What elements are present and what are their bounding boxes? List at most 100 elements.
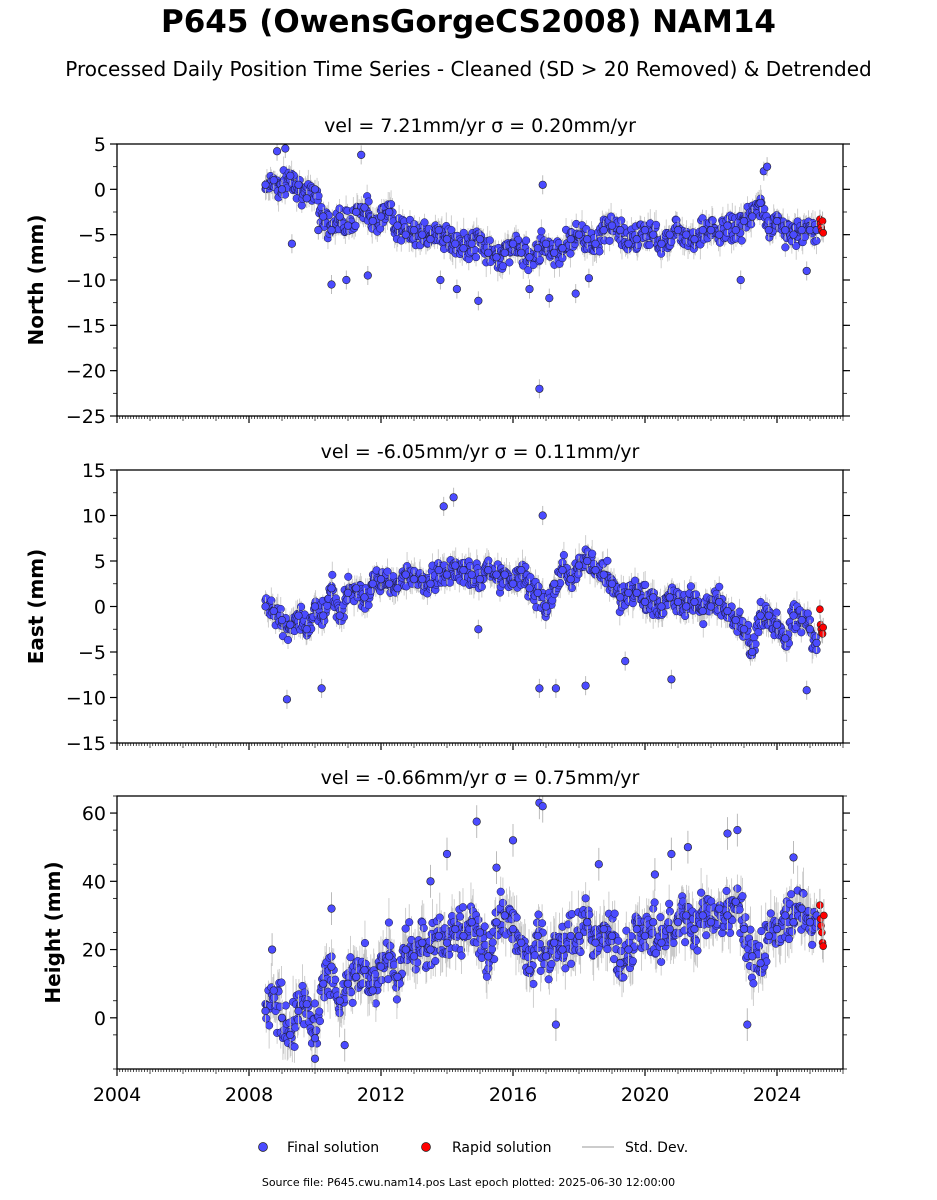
- north-point: [475, 235, 485, 244]
- height-point: [386, 941, 395, 951]
- east-ytick-label: −15: [66, 733, 106, 755]
- north-point: [485, 236, 494, 245]
- north-point: [442, 235, 452, 244]
- north-point: [387, 200, 396, 209]
- north-point: [508, 239, 518, 248]
- east-ytick-label: 10: [82, 506, 106, 528]
- height-plot-area: [261, 796, 828, 1069]
- north-point: [571, 289, 580, 298]
- north-point: [781, 226, 790, 235]
- north-point: [505, 258, 514, 267]
- east-point: [691, 590, 701, 599]
- east-point: [500, 570, 509, 579]
- north-point: [595, 247, 604, 256]
- east-point: [641, 580, 650, 589]
- east-point: [449, 493, 458, 502]
- north-point: [665, 230, 674, 239]
- north-point: [747, 220, 756, 229]
- east-point: [756, 611, 765, 620]
- east-rapid-point: [816, 605, 824, 614]
- east-point: [535, 684, 544, 693]
- east-point: [327, 584, 336, 593]
- east-point: [673, 597, 683, 607]
- north-point: [583, 235, 592, 244]
- north-point: [657, 239, 666, 248]
- north-point: [698, 226, 707, 235]
- east-point: [583, 556, 592, 566]
- east-point: [751, 639, 760, 648]
- east-point: [599, 570, 608, 579]
- east-point: [739, 625, 749, 634]
- north-point: [357, 150, 366, 159]
- east-point: [261, 602, 270, 611]
- north-point: [673, 226, 683, 235]
- north-point: [800, 232, 809, 242]
- east-point: [607, 579, 617, 588]
- north-point: [802, 266, 811, 276]
- height-point: [371, 999, 380, 1008]
- east-point: [616, 593, 625, 602]
- east-point: [317, 684, 326, 693]
- east-panel: 15 10 5 0 −5 −10 −15 East (mm) vel = -6.05mm/yr …: [24, 441, 850, 755]
- east-point: [706, 602, 716, 611]
- east-point: [591, 565, 600, 575]
- east-point: [567, 583, 576, 593]
- north-point: [708, 216, 717, 225]
- east-point: [364, 601, 373, 610]
- east-point: [772, 620, 782, 629]
- east-point: [277, 616, 287, 625]
- north-point: [368, 216, 377, 226]
- north-point: [397, 236, 406, 245]
- north-point: [715, 230, 724, 239]
- north-point: [434, 226, 443, 235]
- chart-subtitle: Processed Daily Position Time Series - C…: [65, 57, 872, 81]
- east-point: [735, 607, 744, 616]
- east-point: [335, 611, 344, 620]
- east-panel-title: vel = -6.05mm/yr σ = 0.11mm/yr: [321, 441, 640, 463]
- east-rapid-point: [818, 629, 827, 638]
- north-point: [294, 180, 303, 189]
- east-point: [439, 502, 448, 511]
- east-point: [682, 602, 691, 611]
- height-point: [277, 978, 286, 987]
- north-point: [498, 261, 507, 271]
- north-point: [566, 249, 575, 258]
- east-point: [401, 570, 410, 579]
- east-point: [286, 620, 295, 629]
- north-point: [471, 253, 481, 262]
- north-ytick-label: −20: [66, 361, 106, 383]
- east-point: [559, 550, 568, 560]
- height-point: [281, 1001, 290, 1010]
- east-point: [434, 565, 443, 575]
- north-point: [393, 221, 402, 230]
- east-point: [269, 606, 278, 616]
- east-point: [621, 656, 630, 666]
- east-point: [517, 565, 526, 575]
- north-point: [599, 226, 608, 235]
- north-point: [335, 212, 344, 221]
- north-plot-area: [261, 144, 828, 399]
- east-point: [802, 686, 811, 695]
- north-point: [459, 244, 468, 253]
- height-point: [392, 995, 401, 1004]
- north-point: [535, 384, 544, 393]
- east-point: [426, 579, 435, 588]
- east-point: [302, 625, 311, 634]
- north-point: [484, 248, 493, 257]
- north-point: [617, 216, 626, 225]
- east-point: [630, 576, 640, 585]
- east-rapid-point: [819, 623, 828, 632]
- north-point: [739, 216, 749, 226]
- height-point: [312, 1026, 321, 1035]
- east-point: [294, 611, 303, 620]
- north-point: [781, 243, 790, 252]
- height-point: [310, 999, 319, 1008]
- east-plot-area: [261, 487, 828, 709]
- north-point: [640, 226, 650, 235]
- height-point: [290, 1042, 299, 1051]
- east-point: [541, 602, 551, 611]
- east-point: [459, 565, 468, 575]
- north-point: [302, 194, 311, 203]
- east-point: [283, 635, 293, 644]
